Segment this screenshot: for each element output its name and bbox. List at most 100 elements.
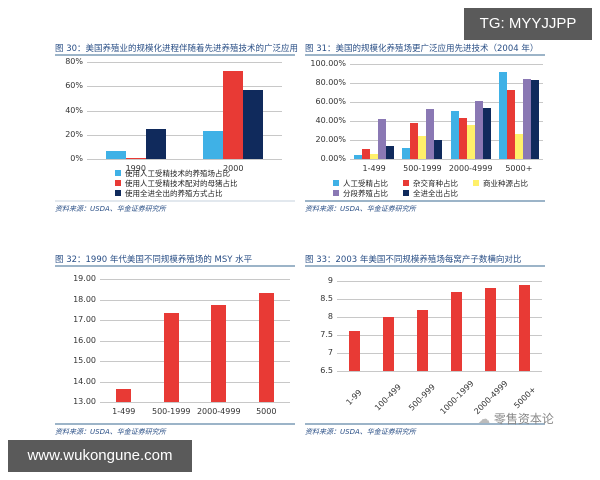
gridline xyxy=(337,317,542,318)
bar-100-499 xyxy=(382,317,394,371)
y-tick-label: 60.00% xyxy=(315,97,346,106)
gridline xyxy=(100,361,290,362)
y-tick-label: 0% xyxy=(70,154,83,163)
legend-swatch xyxy=(115,180,121,186)
legend-item: 商业种源占比 xyxy=(473,178,543,188)
chart-title: 图 31：美国的规模化养殖场更广泛应用先进技术（2004 年） xyxy=(305,44,539,54)
watermark-text: 零售资本论 xyxy=(493,412,554,426)
y-tick-label: 7 xyxy=(327,348,333,357)
bar-2000-4999 xyxy=(482,107,491,159)
y-tick-label: 20% xyxy=(65,129,83,139)
gridline xyxy=(350,121,543,122)
x-tick-label: 2000-4999 xyxy=(448,164,493,173)
y-tick-label: 60% xyxy=(65,81,83,91)
bar-500-1999 xyxy=(410,122,419,159)
legend-item: 全进全出占比 xyxy=(403,188,473,198)
gridline xyxy=(337,371,542,372)
title-divider xyxy=(55,265,295,267)
bar-1990 xyxy=(105,150,126,159)
gridline xyxy=(337,353,542,354)
legend-swatch xyxy=(333,180,339,186)
bar-500-1999 xyxy=(434,140,443,159)
chart-panel-fig33: 图 33：2003 年美国不同规模养殖场每窝产子数横向对比 6.5 7 7.5 8 8.… xyxy=(305,253,550,443)
bar-1-499 xyxy=(386,145,395,159)
chart-panel-fig30: 图 30：美国养殖业的规模化进程伴随着先进养殖技术的广泛应用 0% 20% 40% 6… xyxy=(55,42,299,222)
legend-swatch xyxy=(115,190,121,196)
legend-item: 使用人工受精技术配对的母猪占比 xyxy=(115,178,238,188)
title-divider xyxy=(305,54,545,56)
legend: 使用人工受精技术的养殖场占比 使用人工受精技术配对的母猪占比 使用全进全出的养殖方式… xyxy=(115,168,238,198)
bar-1-499 xyxy=(116,388,132,402)
y-tick-label: 19.00 xyxy=(73,274,96,283)
gridline xyxy=(350,159,543,160)
source-divider xyxy=(55,423,295,425)
source-note: 资料来源：USDA、华金证券研究所 xyxy=(55,428,166,436)
y-tick-label: 6.5 xyxy=(320,366,333,375)
bar-500-1999 xyxy=(163,312,179,402)
bar-2000 xyxy=(203,131,224,159)
gridline xyxy=(337,335,542,336)
x-tick-label: 5000+ xyxy=(505,164,533,173)
bar-1000-1999 xyxy=(451,291,463,371)
gridline xyxy=(350,83,543,84)
bar-1990 xyxy=(125,157,146,159)
legend-label: 使用人工受精技术的养殖场占比 xyxy=(125,168,230,178)
source-divider xyxy=(305,200,545,202)
legend-item: 人工受精占比 xyxy=(333,178,403,188)
bar-5000+ xyxy=(530,80,539,159)
bar-500-999 xyxy=(416,309,428,371)
bar-5000+ xyxy=(519,284,531,371)
legend-item: 使用全进全出的养殖方式占比 xyxy=(115,188,238,198)
y-tick-label: 40% xyxy=(65,105,83,115)
bar-2000-4999 xyxy=(485,288,497,371)
x-tick-label: 1-499 xyxy=(362,164,386,173)
website-badge: www.wukongune.com xyxy=(8,440,192,472)
bar-1990 xyxy=(145,128,166,159)
bar-5000 xyxy=(258,293,274,402)
chart-title: 图 30：美国养殖业的规模化进程伴随着先进养殖技术的广泛应用 xyxy=(55,44,299,54)
bar-500-1999 xyxy=(402,147,411,159)
wechat-icon: ☁ xyxy=(478,412,490,426)
y-tick-label: 40.00% xyxy=(315,116,346,125)
y-tick-label: 7.5 xyxy=(320,330,333,339)
gridline xyxy=(350,102,543,103)
gridline xyxy=(100,340,290,342)
chart-panel-fig32: 图 32：1990 年代美国不同规模养殖场的 MSY 水平 13.00 14.00… xyxy=(55,253,295,443)
legend-label: 使用全进全出的养殖方式占比 xyxy=(125,188,223,198)
y-tick-label: 16.00 xyxy=(73,335,96,345)
y-tick-label: 17.00 xyxy=(73,315,96,324)
y-tick-label: 9 xyxy=(327,276,333,285)
y-tick-label: 100.00% xyxy=(310,59,346,68)
legend-label: 杂交育种占比 xyxy=(413,178,458,188)
y-tick-label: 20.00% xyxy=(315,135,346,144)
bar-5000+ xyxy=(514,134,523,159)
legend-label: 使用人工受精技术配对的母猪占比 xyxy=(125,178,238,188)
bar-2000-4999 xyxy=(474,101,483,159)
bar-2000-4999 xyxy=(450,110,459,159)
x-tick-label: 500-1999 xyxy=(403,164,442,173)
chart-title: 图 33：2003 年美国不同规模养殖场每窝产子数横向对比 xyxy=(305,255,522,265)
bar-2000-4999 xyxy=(466,124,475,159)
legend-label: 人工受精占比 xyxy=(343,178,388,188)
source-note: 资料来源：USDA、华金证券研究所 xyxy=(55,205,166,213)
y-tick-label: 80.00% xyxy=(315,78,346,87)
x-tick-label: 5000 xyxy=(256,407,277,416)
watermark: ☁ 零售资本论 xyxy=(478,410,554,427)
bar-1-499 xyxy=(378,119,387,159)
y-tick-label: 0.00% xyxy=(320,154,346,163)
y-tick-label: 14.00 xyxy=(73,376,96,386)
y-tick-label: 18.00 xyxy=(73,294,96,304)
x-tick-label: 1990 xyxy=(125,164,146,173)
gridline xyxy=(87,159,282,160)
gridline xyxy=(100,381,290,383)
y-tick-label: 8.5 xyxy=(320,294,333,303)
gridline xyxy=(87,134,282,136)
gridline xyxy=(87,86,282,88)
legend-swatch xyxy=(403,190,409,196)
y-tick-label: 15.00 xyxy=(73,356,96,365)
bar-5000+ xyxy=(498,71,507,159)
title-divider xyxy=(305,265,545,267)
gridline xyxy=(100,402,290,403)
gridline xyxy=(350,64,543,65)
x-tick-label: 2000-4999 xyxy=(196,407,241,416)
